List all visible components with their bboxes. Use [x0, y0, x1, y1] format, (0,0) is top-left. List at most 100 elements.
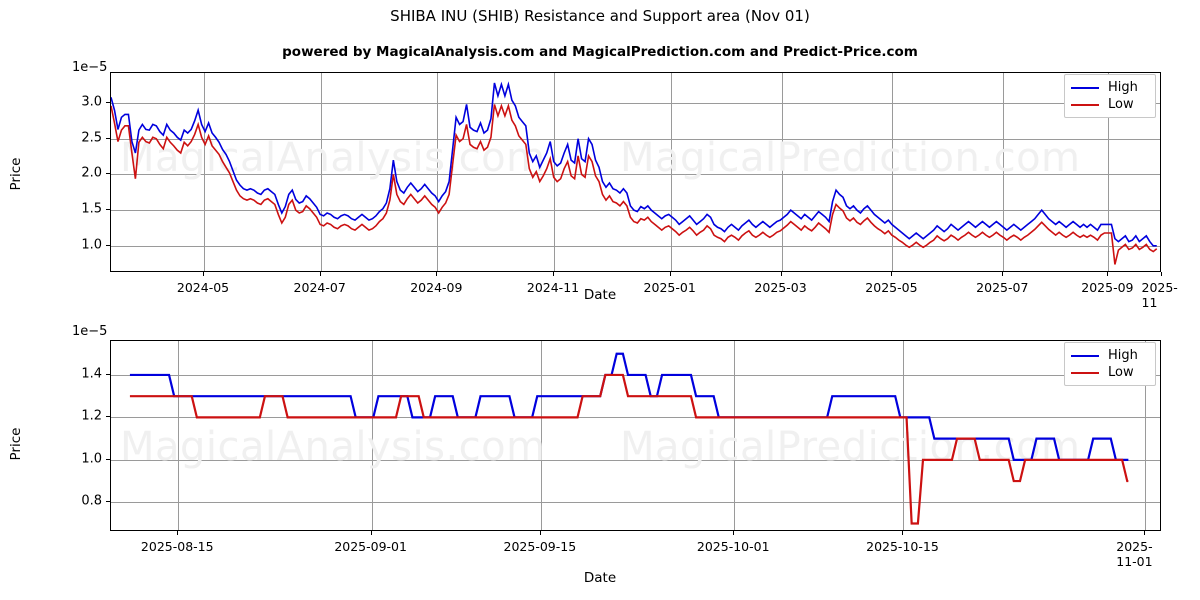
gridline-horizontal — [111, 103, 1160, 104]
gridline-horizontal — [111, 174, 1160, 175]
page-title: SHIBA INU (SHIB) Resistance and Support … — [390, 7, 810, 25]
x-tick-mark — [1107, 272, 1109, 276]
gridline-vertical — [782, 73, 783, 271]
x-tick-label: 2025-09-01 — [334, 539, 407, 554]
legend-entry-low-detail: Low — [1071, 364, 1148, 381]
overview-y-offset-label: 1e−5 — [72, 60, 108, 75]
y-tick-label: 3.0 — [81, 94, 102, 110]
gridline-vertical — [671, 73, 672, 271]
series-layer — [129, 352, 1129, 525]
gridline-vertical — [554, 73, 555, 271]
y-tick-label: 1.0 — [81, 451, 102, 467]
gridline-vertical — [734, 341, 735, 530]
x-tick-mark — [370, 531, 372, 535]
x-tick-mark — [552, 272, 554, 276]
x-tick-mark — [1002, 272, 1004, 276]
x-tick-label: 2025-10-01 — [696, 539, 770, 554]
y-tick-label: 1.2 — [81, 408, 102, 424]
y-tick-mark — [106, 137, 110, 139]
y-tick-label: 2.5 — [81, 130, 102, 146]
legend-label-high: High — [1108, 80, 1138, 95]
y-tick-label: 1.5 — [81, 201, 102, 217]
detail-plot-area — [110, 340, 1161, 531]
x-tick-mark — [733, 531, 735, 535]
x-tick-mark — [891, 272, 893, 276]
detail-y-offset-label: 1e−5 — [72, 324, 108, 339]
gridline-horizontal — [111, 246, 1160, 247]
gridline-vertical — [541, 341, 542, 530]
x-tick-mark — [539, 531, 541, 535]
legend-entry-high: High — [1071, 79, 1148, 96]
y-tick-mark — [106, 102, 110, 103]
legend-entry-high-detail: High — [1071, 347, 1148, 364]
detail-legend: High Low — [1064, 342, 1156, 386]
x-tick-label: 2025-11-01 — [1116, 539, 1153, 569]
y-tick-label: 0.8 — [81, 493, 102, 509]
series-line-high — [111, 81, 1157, 247]
overview-y-axis-label: Price — [8, 157, 24, 191]
legend-swatch-low-icon — [1071, 103, 1099, 106]
x-tick-mark — [669, 272, 671, 276]
x-tick-label: 2025-05 — [865, 280, 918, 295]
gridline-vertical — [1108, 73, 1109, 271]
overview-plot-area — [110, 72, 1161, 272]
overview-chart-panel: 1e−5 Price Date MagicalAnalysis.com Magi… — [0, 60, 1200, 310]
y-tick-label: 1.4 — [81, 366, 102, 382]
legend-label-high: High — [1108, 348, 1138, 363]
y-tick-label: 2.0 — [81, 165, 102, 181]
gridline-vertical — [1003, 73, 1004, 271]
x-tick-label: 2025-01 — [643, 280, 696, 295]
x-tick-label: 2024-07 — [293, 280, 346, 295]
watermark-right-overview: MagicalPrediction.com — [620, 135, 1081, 181]
x-tick-label: 2025-08-15 — [140, 539, 214, 554]
y-tick-mark — [106, 416, 110, 418]
watermark-right-detail: MagicalPrediction.com — [620, 424, 1081, 470]
legend-swatch-high-icon — [1071, 86, 1099, 89]
series-line-low — [129, 373, 1129, 525]
y-tick-mark — [106, 458, 110, 460]
detail-y-axis-label: Price — [8, 427, 24, 461]
y-tick-mark — [106, 501, 110, 503]
x-tick-mark — [436, 272, 438, 276]
x-tick-mark — [780, 272, 782, 276]
x-tick-label: 2024-09 — [410, 280, 463, 295]
series-line-high — [129, 352, 1129, 461]
legend-swatch-low-icon — [1071, 371, 1099, 374]
x-tick-mark — [177, 531, 179, 535]
y-tick-mark — [106, 244, 110, 246]
x-tick-label: 2024-11 — [526, 280, 580, 295]
gridline-horizontal — [111, 502, 1160, 503]
x-tick-label: 2024-05 — [176, 280, 230, 295]
legend-entry-low: Low — [1071, 96, 1148, 113]
legend-label-low: Low — [1108, 365, 1134, 380]
gridline-horizontal — [111, 460, 1160, 461]
legend-swatch-high-icon — [1071, 354, 1099, 357]
y-tick-mark — [106, 209, 110, 211]
x-tick-label: 2025-09 — [1081, 280, 1134, 295]
legend-label-low: Low — [1108, 97, 1134, 112]
x-tick-label: 2025-11 — [1141, 280, 1178, 310]
gridline-vertical — [204, 73, 205, 271]
detail-chart-panel: 1e−5 Price Date MagicalAnalysis.com Magi… — [0, 322, 1200, 592]
watermark-left-detail: MagicalAnalysis.com — [120, 424, 546, 470]
x-tick-label: 2025-09-15 — [503, 539, 577, 554]
gridline-vertical — [437, 73, 438, 271]
gridline-horizontal — [111, 417, 1160, 418]
series-line-low — [111, 103, 1158, 265]
gridline-vertical — [1145, 341, 1146, 530]
x-tick-mark — [1161, 272, 1162, 276]
x-tick-label: 2025-10-15 — [866, 539, 939, 554]
gridline-vertical — [321, 73, 322, 271]
x-tick-mark — [902, 531, 904, 535]
overview-legend: High Low — [1064, 74, 1156, 118]
gridline-horizontal — [111, 139, 1160, 140]
gridline-vertical — [903, 341, 904, 530]
series-layer — [111, 81, 1158, 265]
x-tick-mark — [319, 272, 321, 276]
overview-x-axis-label: Date — [583, 287, 617, 303]
x-tick-label: 2025-07 — [976, 280, 1029, 295]
page-subtitle: powered by MagicalAnalysis.com and Magic… — [282, 44, 918, 60]
y-tick-mark — [106, 173, 110, 175]
x-tick-label: 2025-03 — [754, 280, 807, 295]
